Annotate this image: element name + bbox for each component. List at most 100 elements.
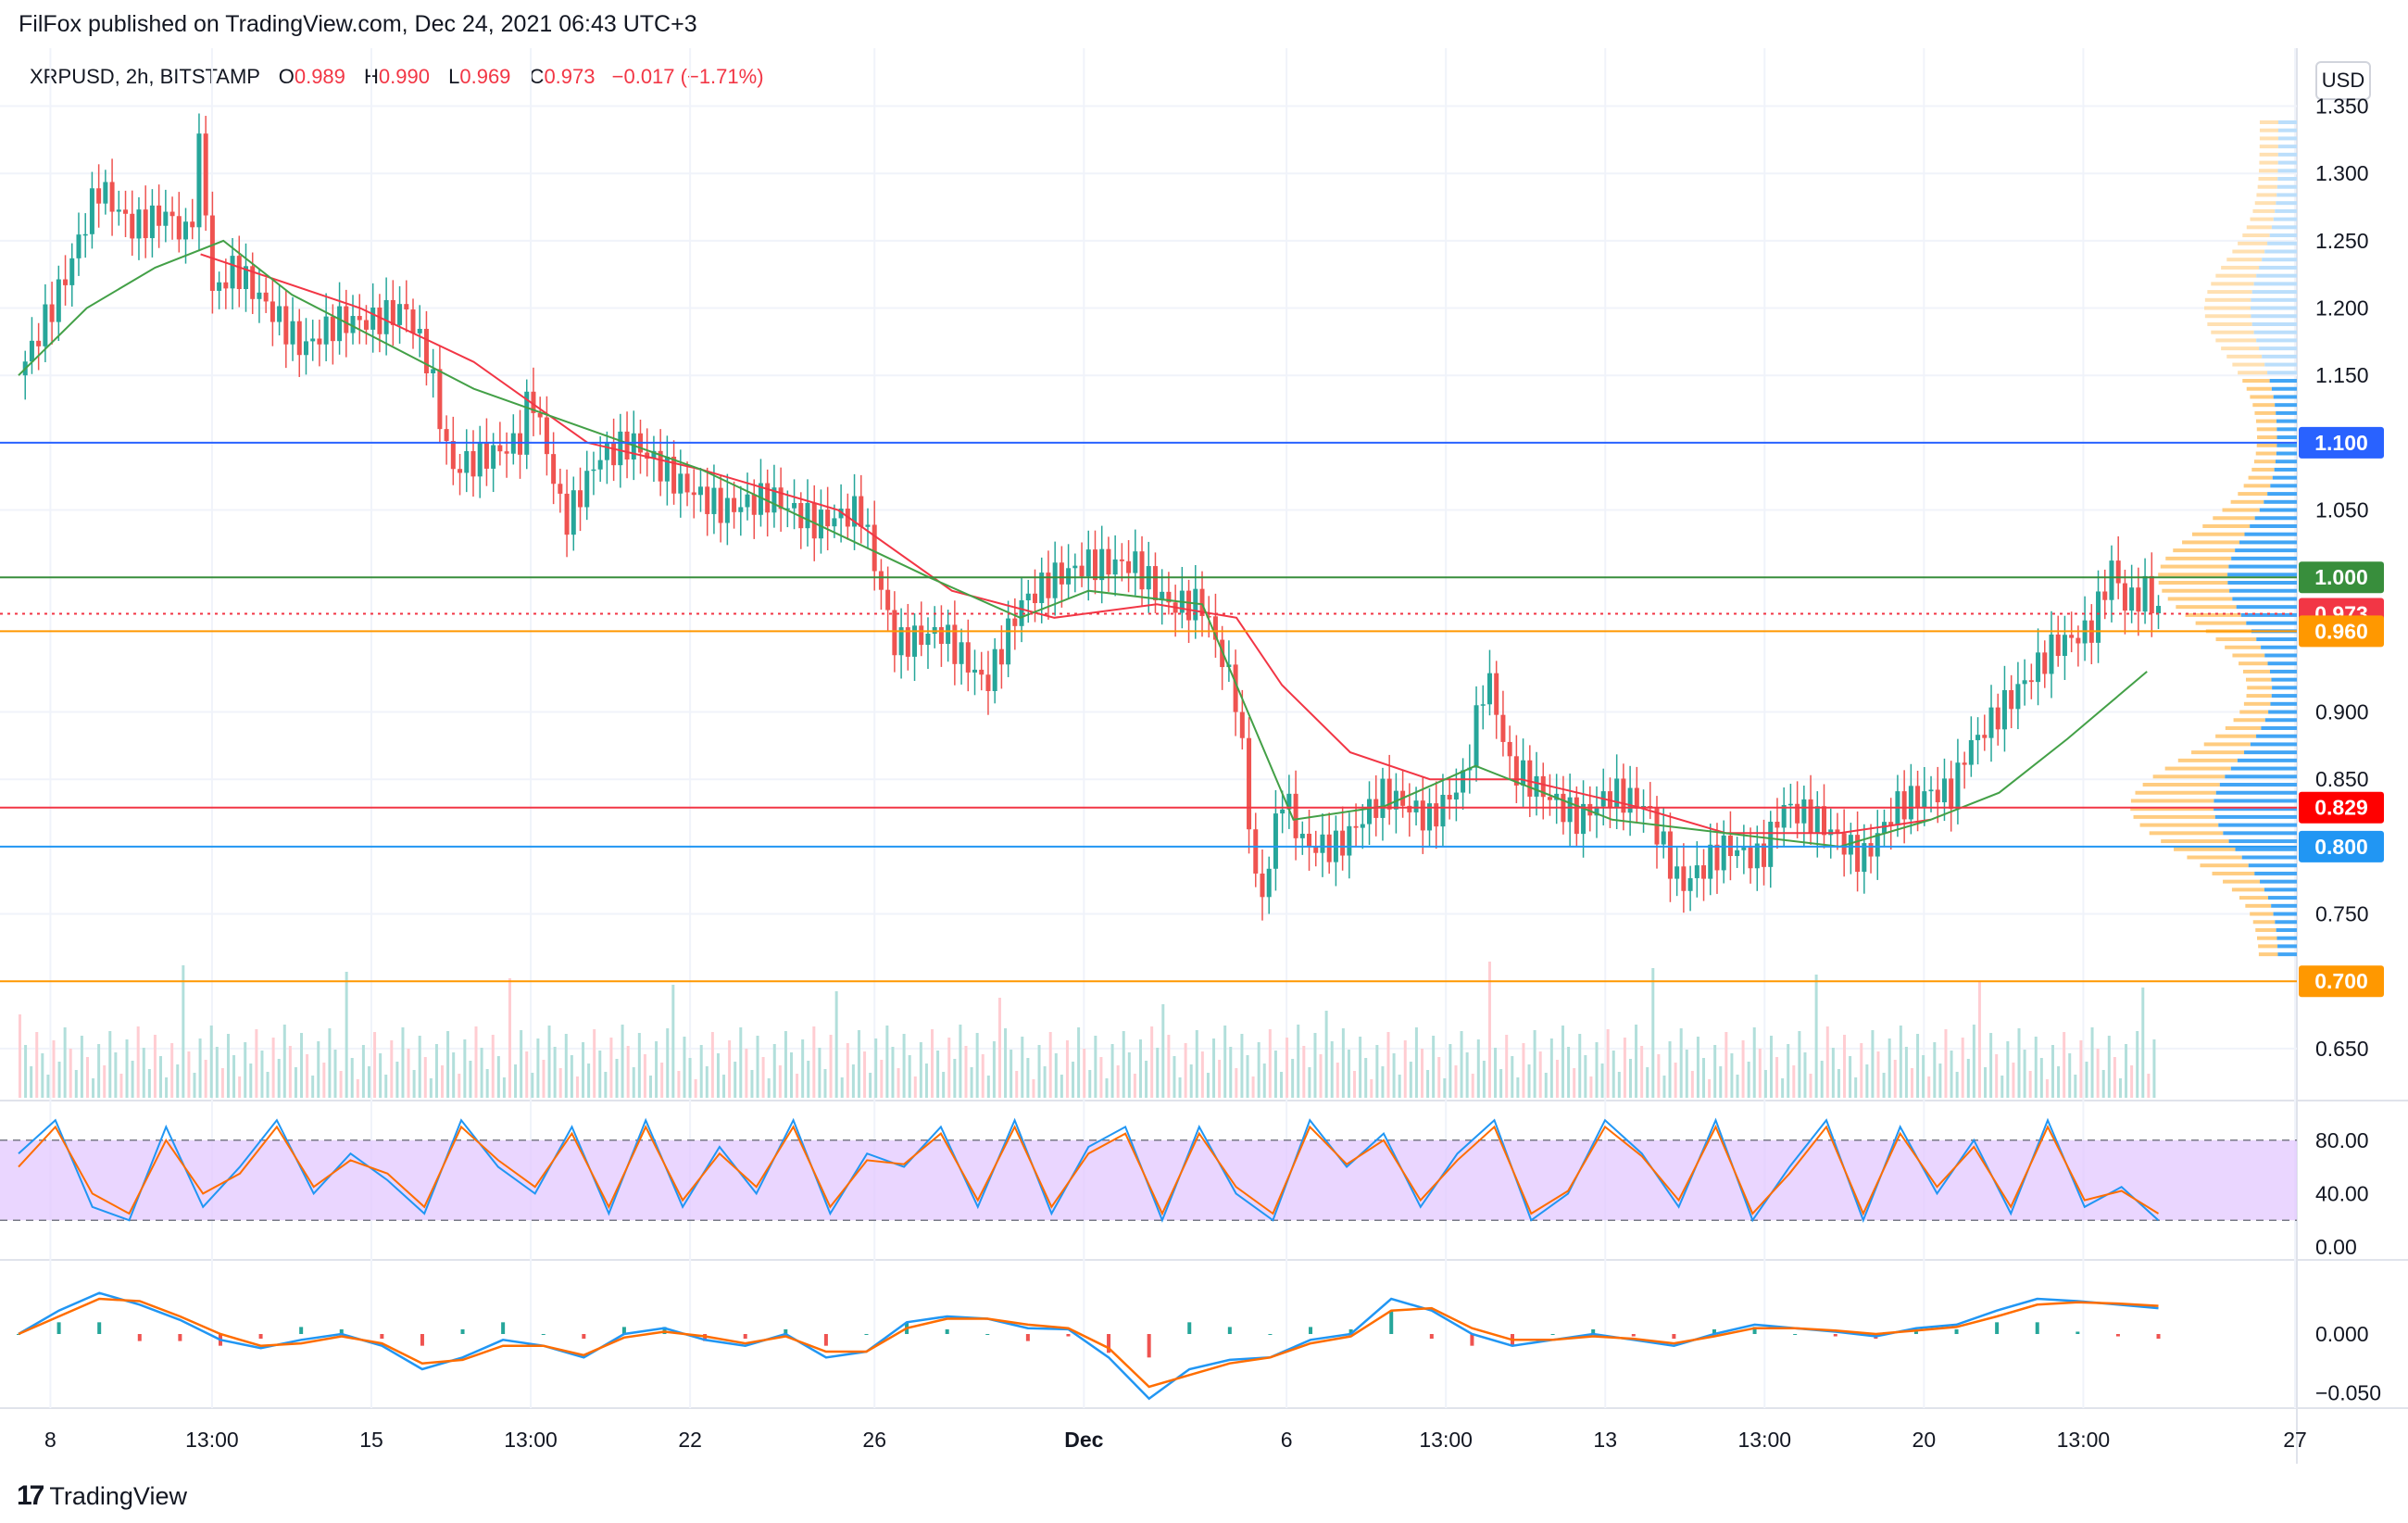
volume-bar xyxy=(913,1076,917,1098)
macd-histogram-bar xyxy=(541,1334,546,1335)
candle-body xyxy=(1922,791,1927,809)
volume-bar xyxy=(1617,1072,1621,1098)
volume-profile-bar xyxy=(2276,184,2297,189)
volume-bar xyxy=(176,1064,180,1098)
volume-bar xyxy=(621,1025,624,1098)
volume-bar xyxy=(851,1064,855,1098)
volume-profile-bar xyxy=(2158,573,2228,577)
volume-profile-bar xyxy=(2276,443,2297,447)
candle-body xyxy=(2036,652,2041,683)
volume-bar xyxy=(1375,1045,1379,1098)
candle-body xyxy=(865,524,871,527)
candle-body xyxy=(29,340,34,362)
candle-body xyxy=(1260,873,1265,898)
volume-bar xyxy=(1854,1077,1858,1098)
volume-bar xyxy=(643,1054,646,1098)
candle-body xyxy=(223,282,229,289)
macd-histogram-bar xyxy=(258,1334,263,1340)
candle-body xyxy=(1567,797,1573,823)
open-value: 0.989 xyxy=(294,65,345,88)
volume-bar xyxy=(418,1036,421,1098)
volume-profile-bar xyxy=(2256,936,2277,940)
candle-body xyxy=(1594,806,1599,816)
volume-profile-bar xyxy=(2239,896,2268,900)
candle-body xyxy=(290,321,295,345)
candle-body xyxy=(1253,829,1259,874)
macd-histogram-bar xyxy=(1591,1328,1596,1334)
candle-body xyxy=(732,497,737,512)
volume-profile-bar xyxy=(2251,306,2297,310)
volume-bar xyxy=(1145,1061,1148,1098)
candle-body xyxy=(1968,739,1974,765)
volume-bar xyxy=(1781,1078,1785,1098)
volume-profile-bar xyxy=(2256,427,2277,432)
volume-bar xyxy=(2017,1028,2021,1098)
volume-bar xyxy=(2012,1063,2015,1098)
volume-profile-bar xyxy=(2276,193,2297,197)
candle-body xyxy=(878,571,884,590)
candle-body xyxy=(1059,562,1064,585)
macd-histogram-bar xyxy=(178,1334,182,1341)
candle-body xyxy=(1025,593,1031,600)
volume-bar xyxy=(469,1061,472,1098)
chart-canvas[interactable]: 8 13:00 15 13:00 22 26 Dec 6 13:00 13 13:00 20 13:00… xyxy=(0,0,2408,1464)
volume-bar xyxy=(1989,1033,1993,1098)
y-tick-label: 1.350 xyxy=(2315,94,2369,119)
volume-bar xyxy=(1787,1044,1790,1098)
volume-profile-bar xyxy=(2257,184,2277,189)
currency-button[interactable]: USD xyxy=(2315,61,2371,100)
candle-body xyxy=(404,304,409,310)
volume-bar xyxy=(959,1025,962,1098)
volume-bar xyxy=(767,1078,771,1098)
volume-profile-bar xyxy=(2250,523,2297,528)
volume-bar xyxy=(57,1062,61,1098)
candle-body xyxy=(163,211,169,226)
volume-profile-bar xyxy=(2254,201,2276,206)
candle-body xyxy=(1949,778,1954,810)
oscillator-line xyxy=(18,1117,2160,1224)
volume-profile-bar xyxy=(2204,306,2251,310)
volume-bar xyxy=(165,1077,169,1098)
candle-body xyxy=(618,431,623,466)
candle-body xyxy=(1313,847,1319,853)
candle-body xyxy=(196,133,202,228)
macd-histogram-bar xyxy=(1389,1310,1394,1334)
candle-body xyxy=(470,450,476,477)
volume-bar xyxy=(1825,1026,1829,1098)
candle-body xyxy=(89,188,94,234)
volume-bar xyxy=(992,1041,996,1098)
volume-bar xyxy=(159,1056,163,1098)
volume-profile-bar xyxy=(2250,395,2274,399)
volume-profile-bar xyxy=(2203,742,2251,747)
candle-body xyxy=(624,431,630,459)
volume-bar xyxy=(170,1043,174,1098)
volume-profile-bar xyxy=(2229,588,2297,593)
volume-profile-bar xyxy=(2261,645,2297,649)
volume-bar xyxy=(1775,1057,1779,1098)
candle-body xyxy=(2069,635,2075,638)
candle-body xyxy=(1112,559,1118,575)
candle-body xyxy=(1701,865,1707,879)
candle-body xyxy=(1373,799,1379,818)
volume-bar xyxy=(536,1038,540,1098)
volume-bar xyxy=(547,1026,551,1098)
volume-profile-bar xyxy=(2255,419,2276,423)
volume-bar xyxy=(942,1072,946,1098)
candle-body xyxy=(1133,551,1138,573)
volume-bar xyxy=(1922,1055,1925,1098)
volume-profile-bar xyxy=(2215,338,2257,343)
volume-bar xyxy=(1595,1042,1599,1098)
volume-profile-bar xyxy=(2174,847,2236,851)
volume-bar xyxy=(1105,1078,1109,1098)
candle-body xyxy=(1822,806,1827,836)
volume-bar xyxy=(1679,1028,1683,1098)
candle-body xyxy=(1814,806,1820,834)
symbol-legend: XRPUSD, 2h, BITSTAMP O0.989 H0.990 L0.96… xyxy=(30,65,764,89)
volume-bar xyxy=(1511,1056,1514,1098)
volume-bar xyxy=(249,1064,253,1098)
volume-bar xyxy=(1173,1056,1176,1098)
x-tick-label: 15 xyxy=(359,1428,383,1452)
volume-bar xyxy=(688,1058,692,1098)
volume-bar xyxy=(1657,1054,1661,1098)
candle-body xyxy=(544,417,549,455)
